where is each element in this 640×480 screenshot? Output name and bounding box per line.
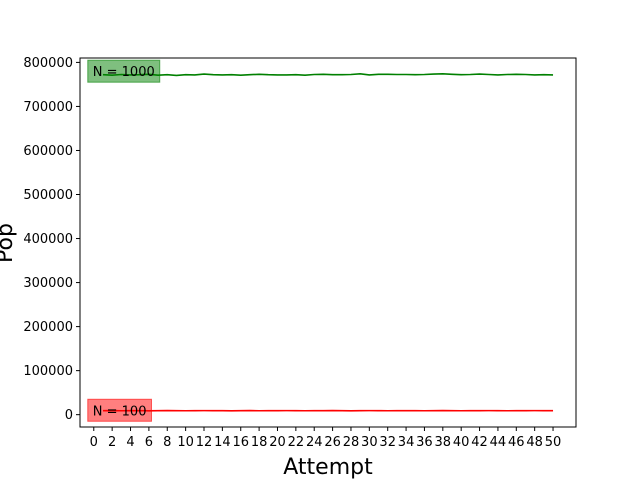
y-tick-label: 800000 xyxy=(23,56,73,71)
x-tick-label: 14 xyxy=(214,435,231,450)
annotation-background-1 xyxy=(87,398,152,422)
annotation-box-0: N = 1000 xyxy=(87,59,161,83)
y-tick-label: 200000 xyxy=(23,320,73,335)
x-axis: 0 2 4 6 8 10 12 14 16 18 20 22 24 26 28 30 32 34 36 38 40 42 4… xyxy=(90,427,562,450)
x-tick-label: 18 xyxy=(251,435,268,450)
annotation-label-1: N = 100 xyxy=(93,404,147,419)
y-tick-label: 600000 xyxy=(23,144,73,159)
x-tick-label: 38 xyxy=(435,435,452,450)
y-tick-label: 100000 xyxy=(23,364,73,379)
x-tick-label: 34 xyxy=(398,435,415,450)
annotations-layer: N = 1000 N = 100 xyxy=(87,59,161,422)
x-tick-label: 10 xyxy=(177,435,194,450)
y-tick-label: 0 xyxy=(65,408,73,423)
annotation-label-0: N = 1000 xyxy=(93,65,155,80)
x-tick-label: 22 xyxy=(288,435,305,450)
y-tick-label: 300000 xyxy=(23,276,73,291)
x-tick-label: 4 xyxy=(126,435,134,450)
series-lines-layer xyxy=(102,73,554,412)
x-tick-label: 44 xyxy=(490,435,507,450)
x-tick-label: 32 xyxy=(379,435,396,450)
x-tick-label: 24 xyxy=(306,435,323,450)
y-axis: 0 100000 200000 300000 400000 500000 600000 700… xyxy=(23,56,80,423)
plot-frame xyxy=(79,57,577,428)
x-tick-label: 0 xyxy=(90,435,98,450)
series-line-0 xyxy=(102,73,554,77)
x-tick-label: 48 xyxy=(526,435,543,450)
x-tick-label: 20 xyxy=(269,435,286,450)
y-tick-label: 700000 xyxy=(23,100,73,115)
x-axis-title: Attempt xyxy=(283,455,373,480)
x-tick-label: 16 xyxy=(232,435,249,450)
x-tick-label: 2 xyxy=(108,435,116,450)
x-tick-label: 6 xyxy=(145,435,153,450)
y-tick-label: 400000 xyxy=(23,232,73,247)
y-axis-title: Pop xyxy=(0,223,18,263)
x-tick-label: 8 xyxy=(163,435,171,450)
x-tick-label: 46 xyxy=(508,435,525,450)
annotation-box-1: N = 100 xyxy=(87,398,152,422)
x-tick-label: 50 xyxy=(545,435,562,450)
x-tick-label: 26 xyxy=(324,435,341,450)
x-tick-label: 12 xyxy=(196,435,213,450)
x-tick-label: 40 xyxy=(453,435,470,450)
x-tick-label: 28 xyxy=(343,435,360,450)
x-tick-label: 36 xyxy=(416,435,433,450)
y-tick-label: 500000 xyxy=(23,188,73,203)
x-tick-label: 30 xyxy=(361,435,378,450)
x-tick-label: 42 xyxy=(471,435,488,450)
annotation-background-0 xyxy=(87,59,161,83)
